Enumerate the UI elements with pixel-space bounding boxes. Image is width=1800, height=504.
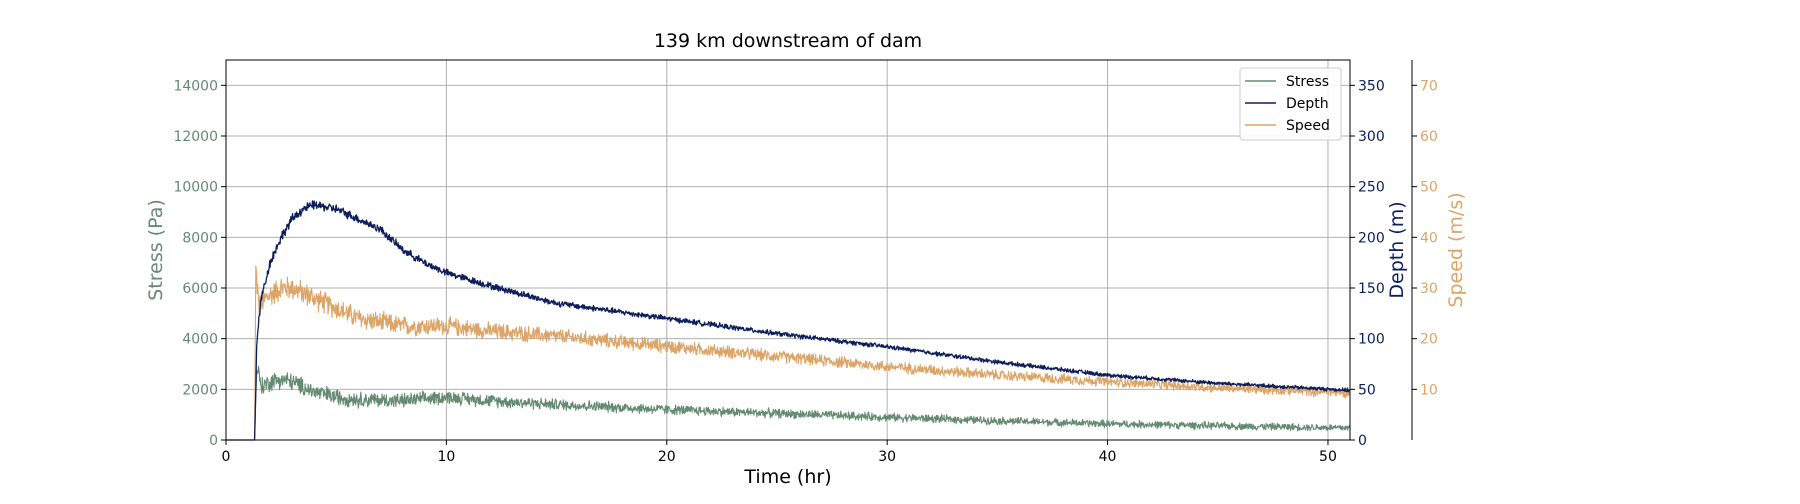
x-tick-label-2: 20 xyxy=(658,449,676,465)
depth-tick-label-6: 300 xyxy=(1358,129,1385,145)
stress-tick-label-3: 6000 xyxy=(182,281,218,297)
x-tick-label-3: 30 xyxy=(878,449,896,465)
legend: Stress Depth Speed xyxy=(1239,67,1342,141)
stress-tick-label-2: 4000 xyxy=(182,332,218,348)
stress-tick-label-0: 0 xyxy=(209,433,218,449)
series-line-depth xyxy=(225,200,1351,441)
legend-label-speed: Speed xyxy=(1286,118,1330,134)
depth-tick-label-1: 50 xyxy=(1358,382,1376,398)
series-line-stress xyxy=(225,365,1351,441)
speed-tick-label-5: 60 xyxy=(1420,129,1438,145)
x-axis-title: Time (hr) xyxy=(743,466,831,488)
speed-tick-label-1: 20 xyxy=(1420,332,1438,348)
plot-frame xyxy=(225,59,1351,441)
depth-tick-label-3: 150 xyxy=(1358,281,1385,297)
stress-tick-label-1: 2000 xyxy=(182,382,218,398)
series-line-speed xyxy=(225,265,1351,441)
legend-box xyxy=(1239,67,1342,141)
stress-tick-label-6: 12000 xyxy=(173,129,218,145)
legend-label-stress: Stress xyxy=(1286,74,1329,90)
depth-tick-label-2: 100 xyxy=(1358,332,1385,348)
stress-axis-title: Stress (Pa) xyxy=(145,199,167,301)
series-layer xyxy=(225,200,1351,441)
speed-tick-label-6: 70 xyxy=(1420,78,1438,94)
x-tick-label-4: 40 xyxy=(1099,449,1117,465)
axes: 0 10 20 30 40 5002000400060008000100001200014… xyxy=(173,60,1438,465)
depth-tick-label-5: 250 xyxy=(1358,180,1385,196)
depth-tick-label-0: 0 xyxy=(1358,433,1367,449)
depth-axis-title: Depth (m) xyxy=(1386,201,1408,298)
x-tick-label-0: 0 xyxy=(222,449,231,465)
depth-tick-label-7: 350 xyxy=(1358,78,1385,94)
speed-tick-label-4: 50 xyxy=(1420,180,1438,196)
legend-label-depth: Depth xyxy=(1286,96,1329,112)
x-tick-label-1: 10 xyxy=(437,449,455,465)
speed-tick-label-3: 40 xyxy=(1420,230,1438,246)
x-tick-label-5: 50 xyxy=(1319,449,1337,465)
speed-tick-label-0: 10 xyxy=(1420,382,1438,398)
stress-tick-label-5: 10000 xyxy=(173,180,218,196)
chart-title: 139 km downstream of dam xyxy=(654,30,922,52)
stress-tick-label-7: 14000 xyxy=(173,78,218,94)
speed-tick-label-2: 30 xyxy=(1420,281,1438,297)
depth-tick-label-4: 200 xyxy=(1358,230,1385,246)
stress-tick-label-4: 8000 xyxy=(182,230,218,246)
speed-axis-title: Speed (m/s) xyxy=(1445,192,1467,307)
